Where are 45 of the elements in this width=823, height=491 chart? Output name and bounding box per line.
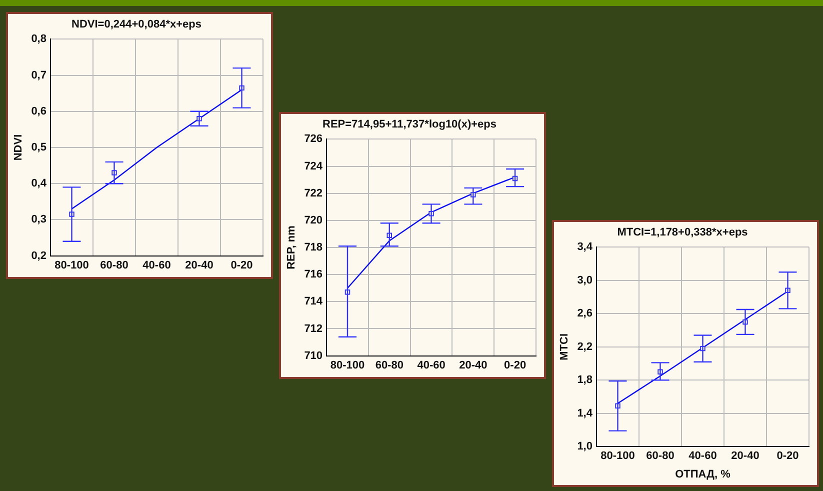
y-tick-label: 720: [304, 214, 323, 226]
y-tick-label: 2,2: [577, 340, 592, 353]
y-tick-label: 3,0: [577, 274, 592, 286]
x-tick-label: 80-100: [330, 359, 365, 372]
x-tick-label: 40-60: [688, 450, 717, 462]
x-tick-label: 40-60: [417, 359, 446, 372]
y-tick-label: 0,3: [31, 214, 46, 226]
y-tick-label: 0,4: [31, 178, 48, 190]
y-tick-label: 710: [304, 350, 323, 362]
y-tick-label: 3,4: [577, 241, 594, 254]
x-axis-title: ОТПАД, %: [675, 468, 731, 480]
y-tick-label: 1,4: [577, 407, 594, 420]
x-tick-label: 40-60: [142, 259, 171, 272]
y-tick-label: 1,8: [577, 374, 592, 386]
chart-title: REP=714,95+11,737*log10(x)+eps: [322, 118, 496, 131]
y-tick-label: 726: [304, 133, 323, 146]
y-tick-label: 1,0: [577, 440, 592, 453]
y-tick-label: 718: [304, 242, 323, 254]
y-axis-title: REP, nm: [286, 225, 298, 270]
x-tick-label: 60-80: [375, 359, 404, 372]
x-tick-label: 60-80: [100, 259, 128, 272]
chart-title: MTCI=1,178+0,338*x+eps: [617, 226, 748, 239]
x-tick-label: 80-100: [54, 259, 89, 272]
y-tick-label: 0,8: [31, 33, 46, 46]
y-tick-label: 714: [304, 296, 324, 308]
y-tick-label: 0,2: [31, 250, 46, 262]
y-tick-label: 0,5: [31, 142, 46, 154]
y-tick-label: 0,6: [31, 105, 46, 118]
x-tick-label: 20-40: [185, 259, 214, 272]
x-tick-label: 0-20: [504, 359, 526, 372]
y-axis-title: NDVI: [12, 134, 25, 161]
y-tick-label: 712: [304, 322, 323, 335]
y-tick-label: 2,6: [577, 308, 592, 320]
y-tick-label: 0,7: [31, 69, 46, 82]
x-tick-label: 60-80: [646, 450, 674, 462]
y-tick-label: 724: [304, 160, 324, 172]
x-tick-label: 0-20: [776, 450, 799, 462]
y-tick-label: 716: [304, 268, 323, 281]
y-axis-title: MTCI: [558, 333, 571, 360]
x-tick-label: 0-20: [230, 259, 253, 272]
y-tick-label: 722: [304, 187, 323, 200]
x-tick-label: 20-40: [731, 450, 760, 462]
chart-title: NDVI=0,244+0,084*x+eps: [72, 18, 202, 31]
x-tick-label: 20-40: [459, 359, 488, 372]
x-tick-label: 80-100: [600, 450, 635, 462]
